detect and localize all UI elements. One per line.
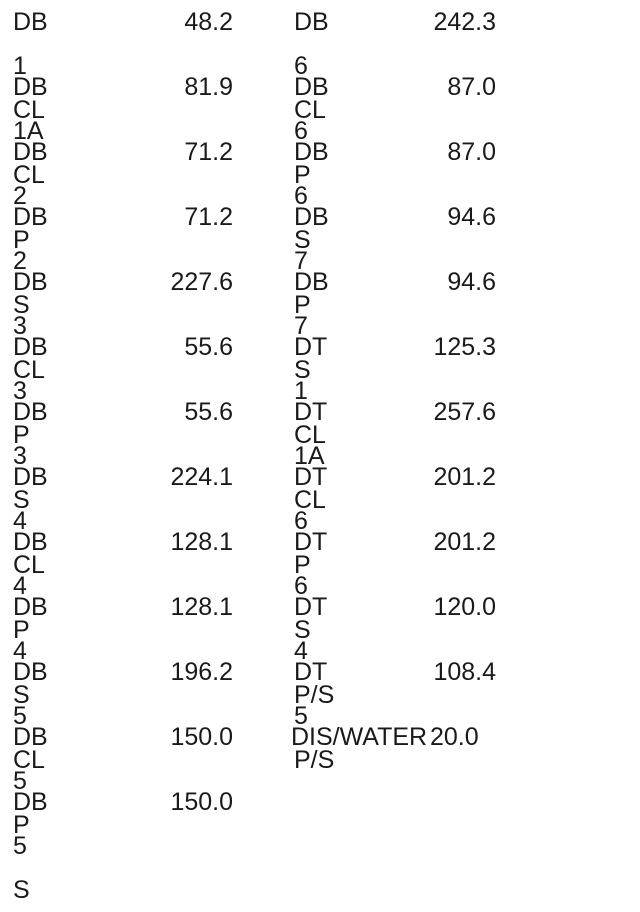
tank-value: 128.1 <box>170 593 233 621</box>
tank-label: DT 1A CL <box>294 398 327 514</box>
tank-value: 196.2 <box>170 658 233 686</box>
tank-value: 257.6 <box>433 398 496 426</box>
tank-value: 128.1 <box>170 528 233 556</box>
tank-label: DB 6 CL <box>294 8 329 124</box>
tank-label: DT 6 P <box>294 463 327 579</box>
tank-label: DB 6 P <box>294 73 329 189</box>
tank-value: 71.2 <box>184 138 233 166</box>
tank-value: 55.6 <box>184 333 233 361</box>
tank-value: 242.3 <box>433 8 496 36</box>
tank-label: DB 5 CL <box>13 658 48 774</box>
tank-label: DT 5 P/S <box>294 658 335 774</box>
tank-label: DIS/WATER <box>291 723 428 751</box>
tank-value: 94.6 <box>447 203 496 231</box>
tank-label: DB 3 CL <box>13 268 48 384</box>
tank-label: DB 2 S <box>13 203 48 319</box>
tank-label: DB 7 S <box>294 268 329 384</box>
tank-label: DT 1 CL <box>294 333 327 449</box>
tank-value: 71.2 <box>184 203 233 231</box>
tank-value: 201.2 <box>433 528 496 556</box>
tank-value: 201.2 <box>433 463 496 491</box>
tank-value: 81.9 <box>184 73 233 101</box>
tank-label: DB 5 S <box>13 788 48 904</box>
tank-value: 150.0 <box>170 723 233 751</box>
tank-label: DB 4 P <box>13 528 48 644</box>
tank-value: 125.3 <box>433 333 496 361</box>
tank-label: DB 6 S <box>294 138 329 254</box>
tank-value: 120.0 <box>433 593 496 621</box>
tank-label: DB 1 CL <box>13 8 48 124</box>
tank-value: 224.1 <box>170 463 233 491</box>
tank-label: DB 4 S <box>13 593 48 709</box>
tank-label: DB 2 P <box>13 138 48 254</box>
tank-value: 94.6 <box>447 268 496 296</box>
tank-value: 108.4 <box>433 658 496 686</box>
tank-value: 87.0 <box>447 138 496 166</box>
tank-label: DB 7 P <box>294 203 329 319</box>
tank-value: 87.0 <box>447 73 496 101</box>
tank-label: DB 4 CL <box>13 463 48 579</box>
tank-label: DB 3 S <box>13 398 48 514</box>
tank-value: 48.2 <box>184 8 233 36</box>
tank-label: DB 5 P <box>13 723 48 839</box>
tank-value: 55.6 <box>184 398 233 426</box>
tank-value: 150.0 <box>170 788 233 816</box>
tank-label: DB 3 P <box>13 333 48 449</box>
tank-value: 20.0 <box>430 723 479 751</box>
tank-label: DT 4 P/S <box>294 593 335 709</box>
tank-label: DB 1A CL <box>13 73 48 189</box>
tank-value: 227.6 <box>170 268 233 296</box>
tank-label: DT 6 S <box>294 528 327 644</box>
